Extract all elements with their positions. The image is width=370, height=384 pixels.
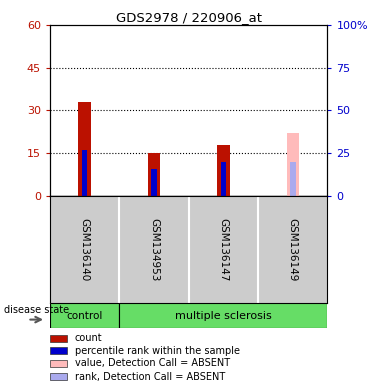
Text: count: count [75,333,102,343]
Text: GSM136147: GSM136147 [218,218,228,281]
Text: GSM136140: GSM136140 [80,218,90,281]
Bar [286,133,299,196]
Text: rank, Detection Call = ABSENT: rank, Detection Call = ABSENT [75,372,225,382]
Text: value, Detection Call = ABSENT: value, Detection Call = ABSENT [75,358,230,368]
Bar [290,162,296,196]
Bar [217,145,230,196]
Bar [82,150,87,196]
Title: GDS2978 / 220906_at: GDS2978 / 220906_at [116,11,262,24]
Bar [50,348,67,354]
Bar [221,162,226,196]
Text: GSM134953: GSM134953 [149,218,159,281]
Bar [50,360,67,367]
Text: GSM136149: GSM136149 [288,218,298,281]
Text: disease state: disease state [4,305,69,315]
Text: control: control [67,311,103,321]
Bar [50,373,67,380]
Bar [50,303,119,328]
Text: multiple sclerosis: multiple sclerosis [175,311,272,321]
Bar [151,169,157,196]
Bar [148,153,160,196]
Bar [119,303,327,328]
Text: percentile rank within the sample: percentile rank within the sample [75,346,240,356]
Bar [50,335,67,342]
Bar [78,102,91,196]
